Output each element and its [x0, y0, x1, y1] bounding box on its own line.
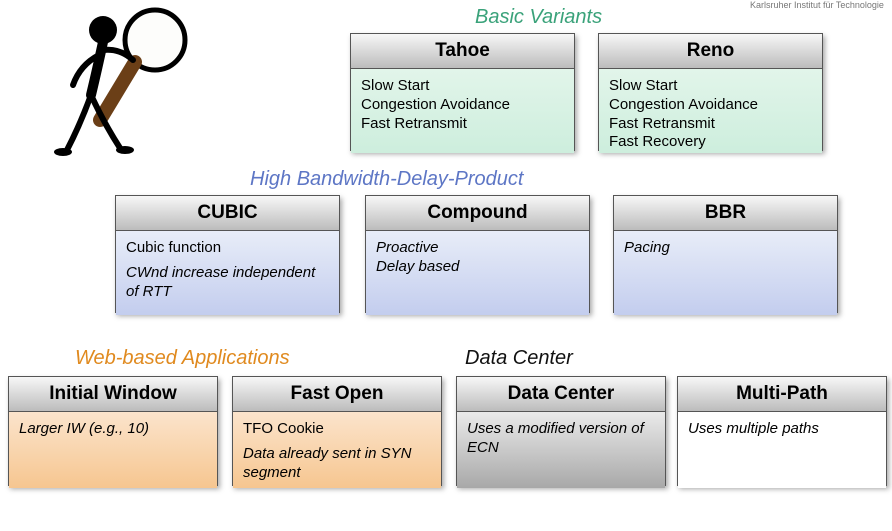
card-body-bbr: Pacing [614, 231, 837, 315]
card-header-cubic: CUBIC [116, 196, 339, 231]
card-tahoe: TahoeSlow StartCongestion AvoidanceFast … [350, 33, 575, 151]
card-line-tahoe-1: Congestion Avoidance [361, 96, 564, 115]
card-header-fast-open: Fast Open [233, 377, 441, 412]
card-body-cubic: Cubic function CWnd increase independent … [116, 231, 339, 315]
card-line-compound-1: Delay based [376, 258, 579, 277]
section-title-basic: Basic Variants [475, 6, 602, 29]
card-line-tahoe-2: Fast Retransmit [361, 115, 564, 134]
card-line-tahoe-0: Slow Start [361, 77, 564, 96]
footer-note: Karlsruher Institut für Technologie [750, 0, 884, 10]
card-header-bbr: BBR [614, 196, 837, 231]
card-body-reno: Slow StartCongestion AvoidanceFast Retra… [599, 69, 822, 153]
card-fast-open: Fast Open TFO Cookie Data already sent in … [232, 376, 442, 486]
card-line-multi-path-0: Uses multiple paths [688, 420, 876, 439]
card-line-bbr-0: Pacing [624, 239, 827, 258]
card-cubic: CUBIC Cubic function CWnd increase indepen… [115, 195, 340, 313]
card-body-tahoe: Slow StartCongestion AvoidanceFast Retra… [351, 69, 574, 153]
card-body-fast-open: TFO Cookie Data already sent in SYN segme… [233, 412, 441, 488]
page: Karlsruher Institut für Technologie Basi… [0, 0, 892, 531]
card-line-reno-0: Slow Start [609, 77, 812, 96]
card-line-initial-window-0: Larger IW (e.g., 10) [19, 420, 207, 439]
card-line-cubic-1: CWnd increase independent of RTT [126, 264, 329, 302]
card-body-multi-path: Uses multiple paths [678, 412, 886, 488]
card-line-reno-3: Fast Recovery [609, 133, 812, 152]
card-line-compound-0: Proactive [376, 239, 579, 258]
card-body-compound: ProactiveDelay based [366, 231, 589, 315]
card-header-multi-path: Multi-Path [678, 377, 886, 412]
card-header-reno: Reno [599, 34, 822, 69]
card-multi-path: Multi-Path Uses multiple paths [677, 376, 887, 486]
card-data-center: Data Center Uses a modified version of EC… [456, 376, 666, 486]
section-title-web: Web-based Applications [75, 347, 290, 370]
card-bbr: BBR Pacing [613, 195, 838, 313]
card-body-initial-window: Larger IW (e.g., 10) [9, 412, 217, 488]
card-body-data-center: Uses a modified version of ECN [457, 412, 665, 488]
card-initial-window: Initial Window Larger IW (e.g., 10) [8, 376, 218, 486]
card-header-tahoe: Tahoe [351, 34, 574, 69]
card-header-data-center: Data Center [457, 377, 665, 412]
card-header-initial-window: Initial Window [9, 377, 217, 412]
card-reno: RenoSlow StartCongestion AvoidanceFast R… [598, 33, 823, 151]
card-line-cubic-0: Cubic function [126, 239, 329, 258]
card-line-fast-open-0: TFO Cookie [243, 420, 431, 439]
card-line-reno-1: Congestion Avoidance [609, 96, 812, 115]
card-compound: CompoundProactiveDelay based [365, 195, 590, 313]
card-header-compound: Compound [366, 196, 589, 231]
section-title-bdp: High Bandwidth-Delay-Product [250, 168, 523, 191]
card-line-fast-open-1: Data already sent in SYN segment [243, 445, 431, 483]
card-line-reno-2: Fast Retransmit [609, 115, 812, 134]
detective-icon [45, 0, 200, 165]
section-title-datacenter: Data Center [465, 347, 573, 370]
card-line-data-center-0: Uses a modified version of ECN [467, 420, 655, 458]
